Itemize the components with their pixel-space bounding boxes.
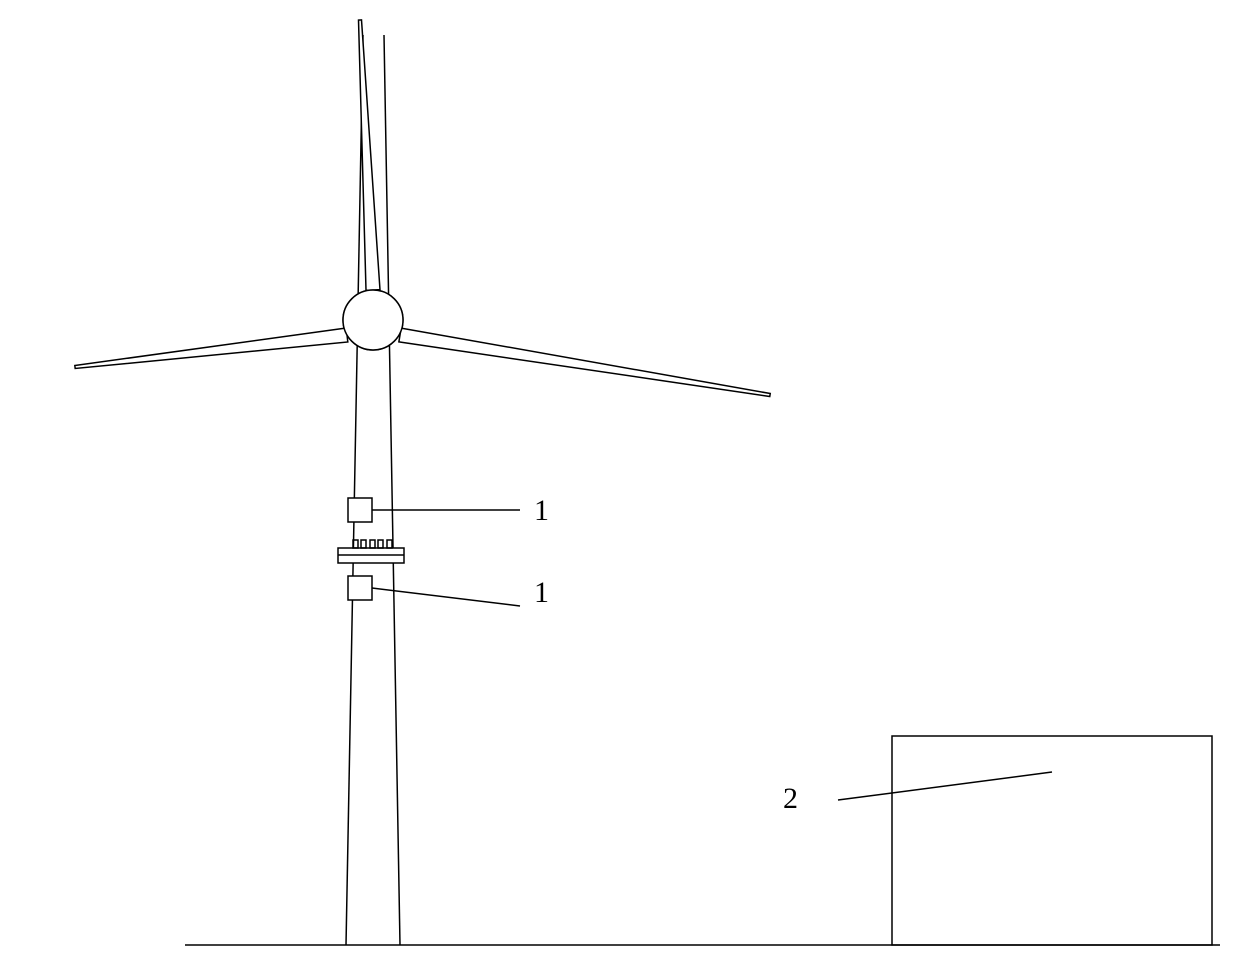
callout-label: 2 [783,782,798,816]
flange-bolt [361,540,366,548]
diagram-canvas [0,0,1240,964]
callout-leader [838,772,1052,800]
hub-front [343,290,403,350]
sensor-box [348,576,372,600]
building [892,736,1212,945]
tower-right [384,35,400,945]
blade [399,328,770,396]
blade [75,328,348,368]
flange-bolt [387,540,392,548]
sensor-box [348,498,372,522]
flange-bolt [378,540,383,548]
flange-bolt [353,540,358,548]
callout-label: 1 [534,494,549,528]
tower-left [346,35,363,945]
flange-bolt [370,540,375,548]
blade [359,20,380,290]
callout-label: 1 [534,576,549,610]
